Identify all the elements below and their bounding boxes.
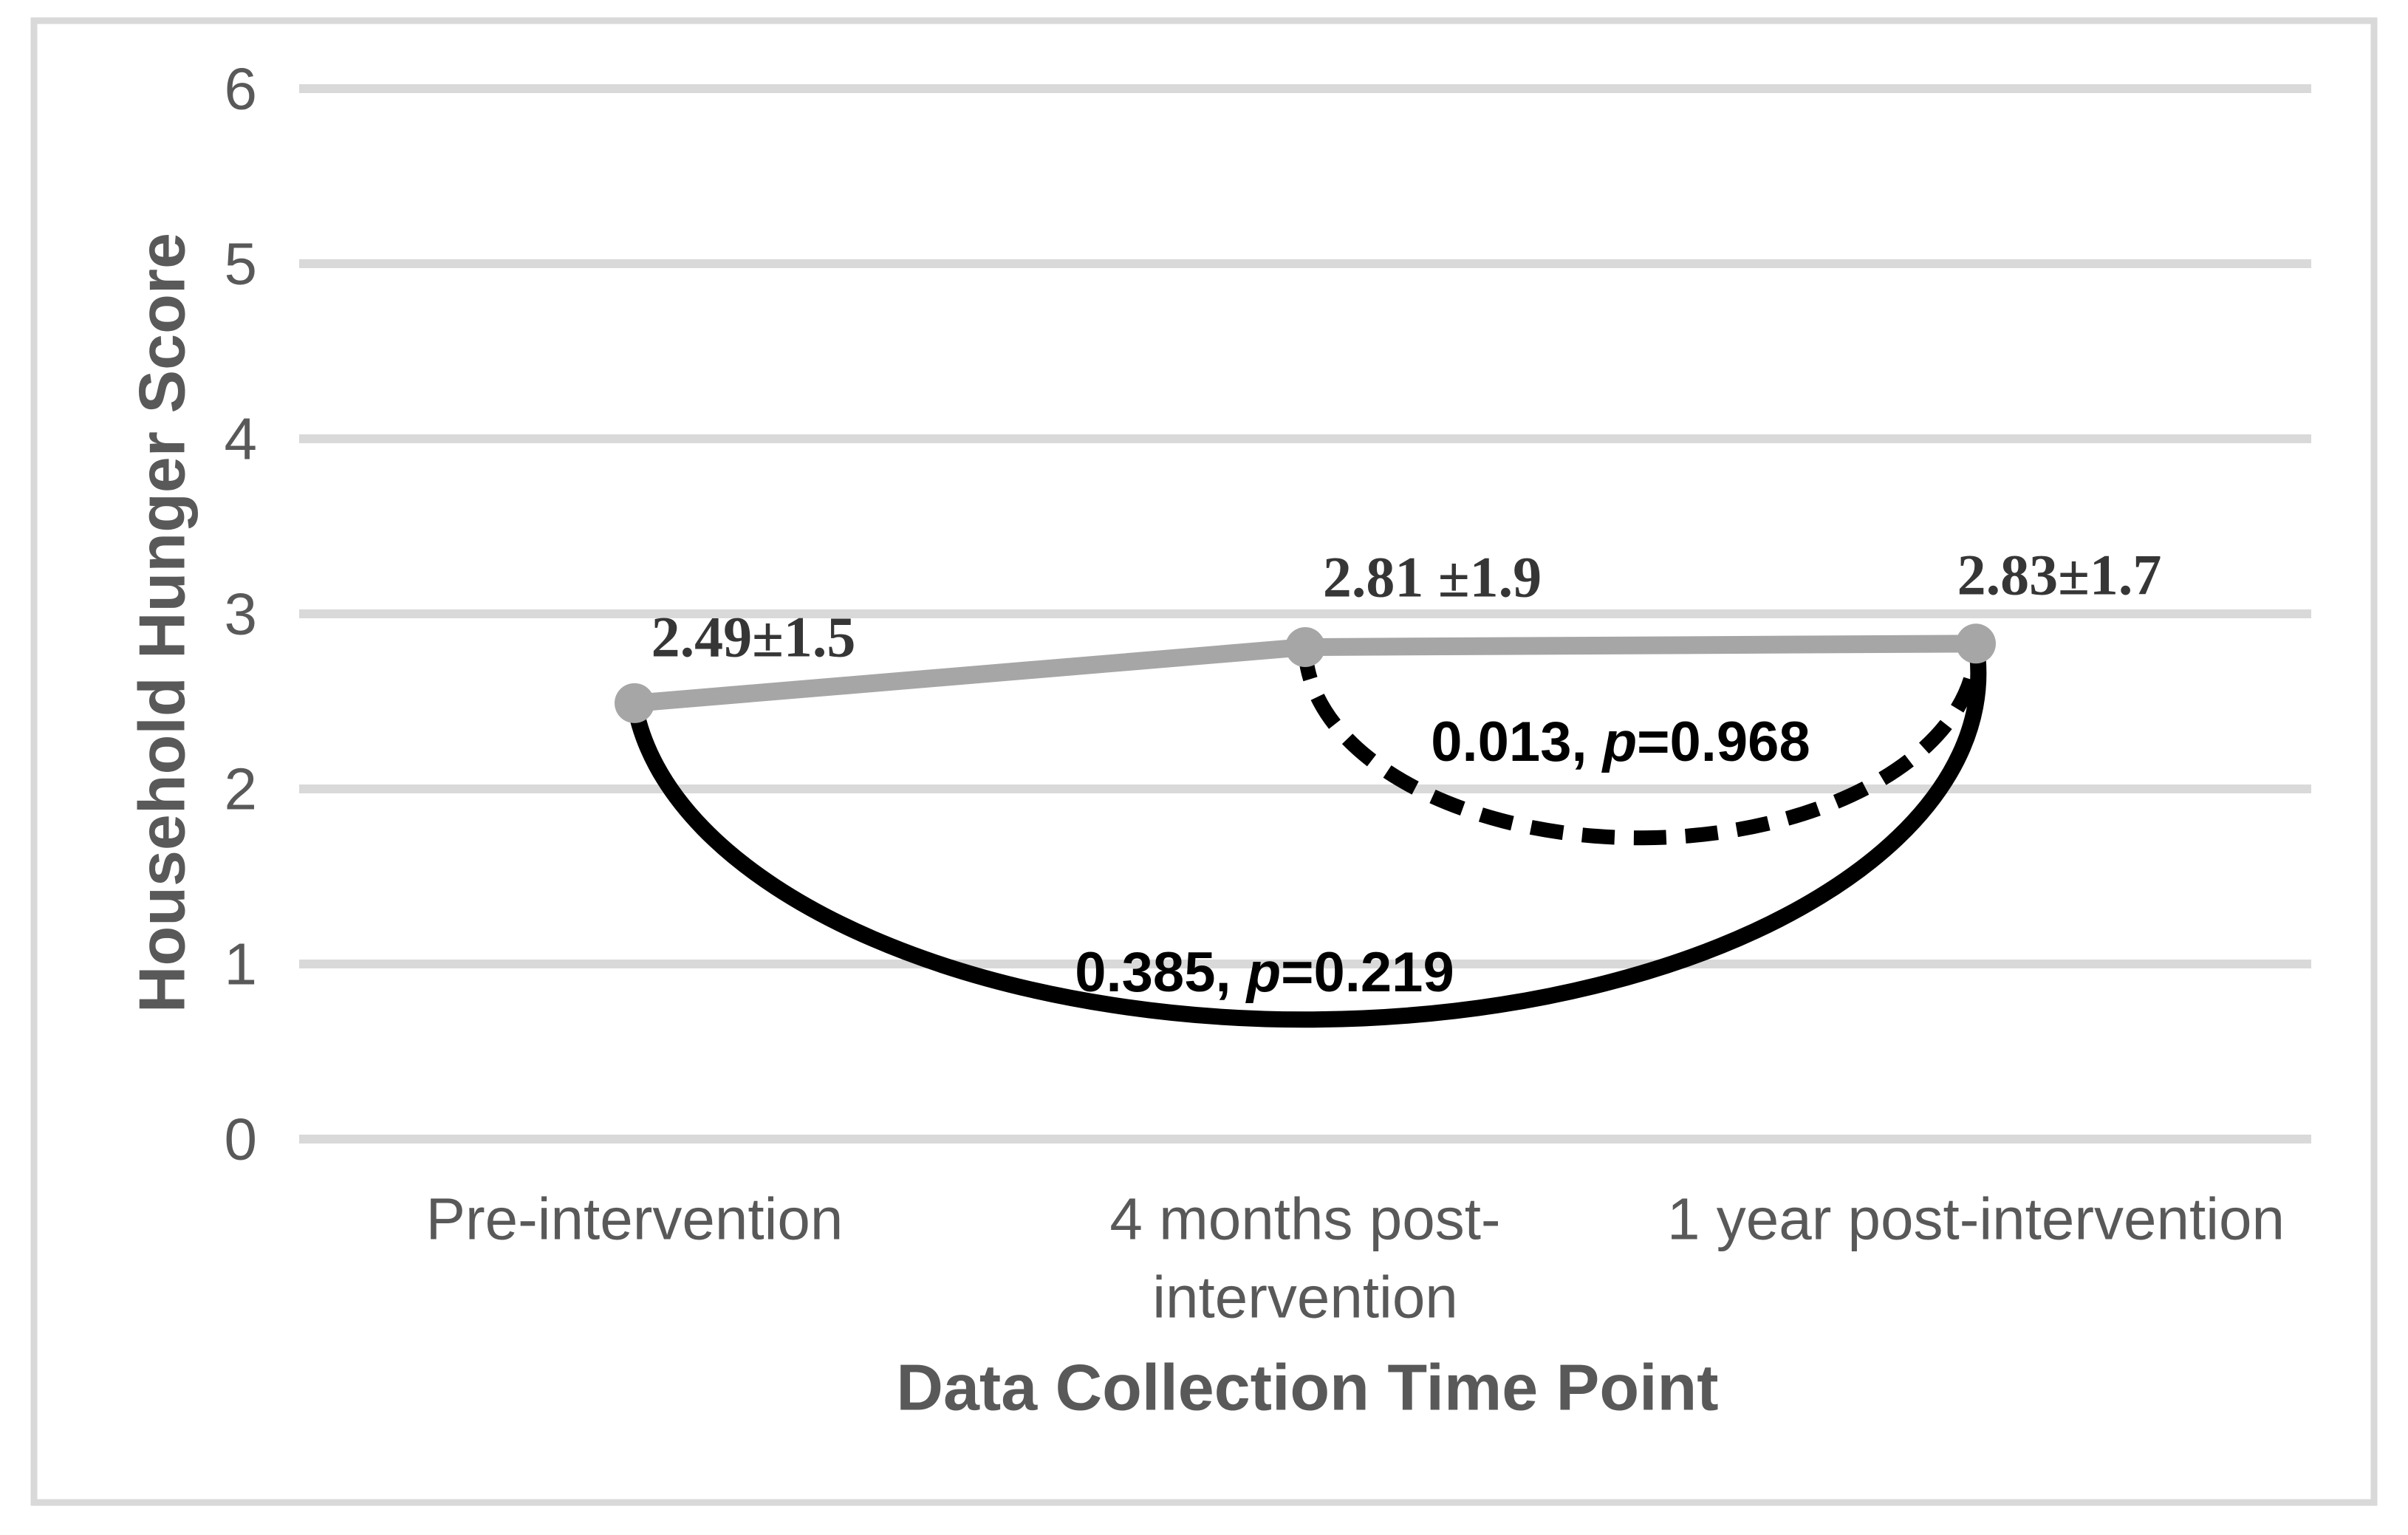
y-tick-label-2: 2 <box>225 756 258 822</box>
data-label-1: 2.81 ±1.9 <box>1323 545 1542 609</box>
comparison-labels: 0.385, p=0.219 0.013, p=0.968 <box>1075 711 1810 1004</box>
data-label-0: 2.49±1.5 <box>651 605 856 669</box>
comparison-arcs <box>626 642 1987 1028</box>
y-tick-label-4: 4 <box>225 406 258 472</box>
x-axis-title: Data Collection Time Point <box>896 1351 1718 1424</box>
comparison-arc-dashed <box>1298 643 1984 846</box>
gridlines <box>299 84 2311 1143</box>
y-tick-label-3: 3 <box>225 581 258 647</box>
y-tick-label-1: 1 <box>225 931 258 997</box>
data-point-marker-2 <box>1956 623 1996 664</box>
y-tick-label-5: 5 <box>225 231 258 297</box>
x-axis-tick-labels: Pre-intervention 4 months post-interventi… <box>426 1186 2285 1330</box>
comparison-label-solid: 0.385, p=0.219 <box>1075 941 1454 1004</box>
y-tick-label-0: 0 <box>225 1107 258 1172</box>
data-label-2: 2.83±1.7 <box>1957 543 2162 607</box>
comparison-label-dashed: 0.013, p=0.968 <box>1431 711 1810 773</box>
y-axis-title: Household Hunger Score <box>126 233 199 1013</box>
x-tick-label-0: Pre-intervention <box>426 1186 844 1252</box>
data-point-marker-0 <box>615 683 654 723</box>
y-axis-tick-labels: 0 1 2 3 4 5 6 <box>225 56 258 1172</box>
comparison-arc-solid <box>626 642 1987 1028</box>
data-point-marker-1 <box>1285 627 1325 668</box>
series-line-group <box>615 623 1996 723</box>
data-point-labels: 2.49±1.5 2.81 ±1.9 2.83±1.7 <box>651 543 2162 669</box>
x-tick-label-1-line1: 4 months post- <box>1109 1186 1500 1252</box>
x-tick-label-2: 1 year post-intervention <box>1667 1186 2285 1252</box>
y-tick-label-6: 6 <box>225 56 258 122</box>
x-tick-label-1-line2: intervention <box>1152 1265 1458 1330</box>
